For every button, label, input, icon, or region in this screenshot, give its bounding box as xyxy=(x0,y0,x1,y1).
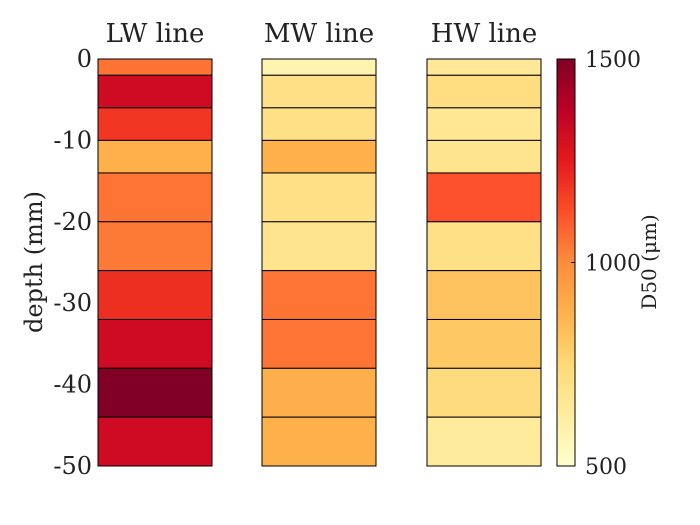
layer-cell xyxy=(97,107,213,141)
layer-cell xyxy=(97,318,213,369)
columns-group: LW line MW line HW line xyxy=(97,19,542,467)
layer-cell xyxy=(97,221,213,272)
layer-cell xyxy=(426,221,542,272)
y-axis: depth (mm) 0 -10 -20 -30 -40 -50 xyxy=(20,45,92,480)
y-tick-label: -10 xyxy=(53,126,92,154)
colorbar: D50 (μm) 500 1000 1500 xyxy=(556,48,661,480)
y-tick-label: -30 xyxy=(53,289,92,317)
layer-cell xyxy=(261,221,377,272)
layer-cell xyxy=(261,367,377,418)
layer-cell xyxy=(97,270,213,320)
layer-cell xyxy=(261,416,377,467)
column-title: HW line xyxy=(431,19,537,49)
layer-cell xyxy=(426,107,542,141)
layer-cell xyxy=(426,318,542,369)
layer-cell xyxy=(97,172,213,223)
colorbar-title: D50 (μm) xyxy=(637,214,661,309)
column-title: LW line xyxy=(106,19,205,49)
layer-cell xyxy=(261,107,377,141)
layer-cell xyxy=(426,367,542,418)
y-tick-label: -40 xyxy=(53,371,92,399)
y-tick-label: 0 xyxy=(77,45,92,73)
layer-cell xyxy=(97,416,213,467)
layer-cell xyxy=(97,74,213,109)
layer-cell xyxy=(426,270,542,320)
colorbar-tick-label: 500 xyxy=(585,455,627,480)
layer-cell xyxy=(261,318,377,369)
layer-cell xyxy=(426,139,542,174)
layer-cell xyxy=(97,139,213,174)
colorbar-tick-label: 1500 xyxy=(585,48,641,73)
layer-cell xyxy=(426,172,542,223)
column-title: MW line xyxy=(264,19,374,49)
layer-cell xyxy=(97,367,213,418)
layer-cell xyxy=(426,58,542,76)
layer-cell xyxy=(97,58,213,76)
y-tick-label: -50 xyxy=(53,452,92,480)
layer-cell xyxy=(426,74,542,109)
layer-cell xyxy=(261,74,377,109)
layer-cell xyxy=(261,172,377,223)
layer-cell xyxy=(261,58,377,76)
layer-cell xyxy=(261,270,377,320)
layer-cell xyxy=(261,139,377,174)
y-tick-label: -20 xyxy=(53,208,92,236)
layer-cell xyxy=(426,416,542,467)
y-axis-title: depth (mm) xyxy=(20,191,48,333)
colorbar-tick-label: 1000 xyxy=(585,252,641,277)
